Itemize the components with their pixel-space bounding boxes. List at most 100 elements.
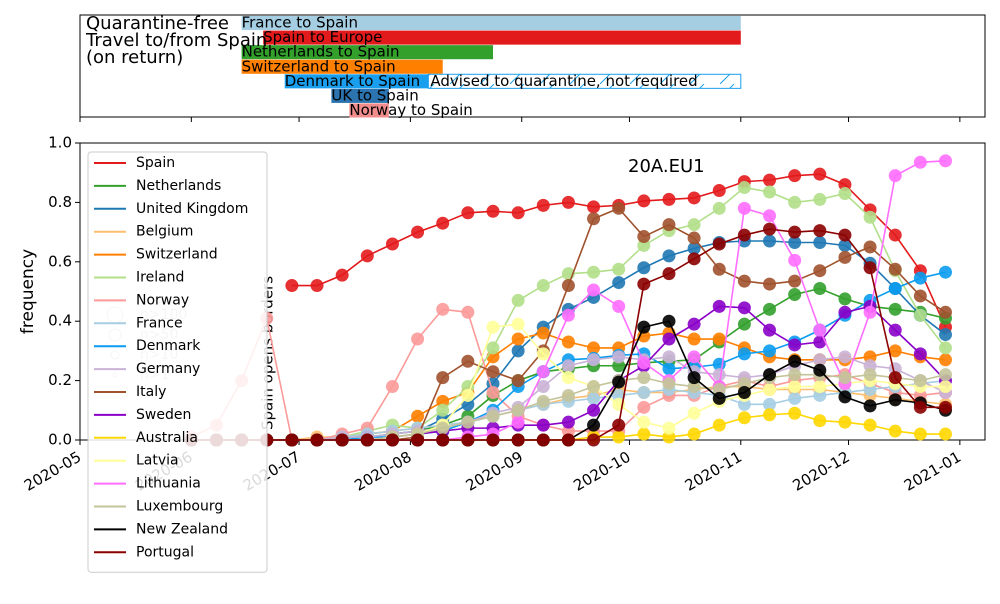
legend-label: United Kingdom [136,201,248,217]
series-marker [913,374,927,388]
legend-label: Latvia [136,453,179,469]
series-marker [838,250,852,264]
series-marker [788,368,802,382]
series-marker [888,424,902,438]
series-marker [612,375,626,389]
series-marker [411,409,425,423]
series-marker [863,240,877,254]
series-marker [511,344,525,358]
series-marker [838,390,852,404]
series-marker [662,362,676,376]
series-marker [637,261,651,275]
series-marker [687,218,701,232]
series-marker [687,380,701,394]
series-marker [587,341,601,355]
series-marker [737,385,751,399]
series-marker [888,228,902,242]
legend-label: Australia [136,430,198,446]
series-marker [788,195,802,209]
series-marker [863,305,877,319]
series-marker [436,421,450,435]
series-marker [612,418,626,432]
series-marker [662,267,676,281]
series-marker [561,279,575,293]
series-marker [938,328,952,342]
y-tick-label: 0.0 [48,431,72,449]
series-marker [763,344,777,358]
x-tick-label: 2020-12 [789,448,852,495]
series-marker [486,385,500,399]
series-marker [637,194,651,208]
series-marker [411,433,425,447]
series-marker [662,192,676,206]
panel-title: (on return) [86,47,183,68]
advisory-bar [427,73,742,89]
legend-label: Norway [136,292,189,308]
series-marker [813,235,827,249]
series-marker [863,359,877,373]
x-tick-label: 2020-09 [463,448,526,495]
series-marker [712,383,726,397]
series-marker [863,261,877,275]
series-marker [687,427,701,441]
series-marker [461,305,475,319]
series-marker [486,365,500,379]
series-marker [411,332,425,346]
travel-bar [241,59,443,74]
series-marker [461,415,475,429]
travel-bar [263,30,741,45]
series-marker [335,268,349,282]
series-marker [788,253,802,267]
series-marker [788,169,802,183]
legend-label: Portugal [136,544,194,560]
series-marker [763,234,777,248]
series-marker [788,274,802,288]
series-marker [712,418,726,432]
travel-bar [241,16,741,31]
series-marker [712,262,726,276]
series-marker [938,305,952,319]
series-marker [285,279,299,293]
series-marker [536,326,550,340]
series-marker [662,350,676,364]
series-marker [888,323,902,337]
series-marker [511,415,525,429]
series-marker [888,282,902,296]
travel-bar [349,103,389,118]
series-marker [813,335,827,349]
series-marker [385,433,399,447]
series-marker [612,430,626,444]
series-marker [587,391,601,405]
series-marker [561,433,575,447]
series-marker [788,338,802,352]
series-marker [561,388,575,402]
series-marker [888,344,902,358]
series-marker [763,277,777,291]
series-marker [637,238,651,252]
series-marker [838,415,852,429]
series-marker [461,433,475,447]
series-marker [788,225,802,239]
series-marker [637,427,651,441]
series-marker [511,403,525,417]
y-tick-label: 1.0 [48,134,72,152]
series-marker [436,371,450,385]
series-marker [788,354,802,368]
series-marker [763,185,777,199]
series-marker [813,192,827,206]
travel-bar [331,88,389,103]
series-marker [436,216,450,230]
legend-label: Switzerland [136,247,218,263]
series-marker [461,397,475,411]
series-marker [687,350,701,364]
series-marker [587,403,601,417]
series-marker [561,335,575,349]
travel-bar [241,45,493,60]
series-marker [838,186,852,200]
legend-label: Netherlands [136,178,221,194]
series-marker [888,302,902,316]
legend-label: Spain [136,155,175,171]
series-marker [486,341,500,355]
legend-label: Belgium [136,224,193,240]
x-tick-label: 2020-10 [570,448,633,495]
